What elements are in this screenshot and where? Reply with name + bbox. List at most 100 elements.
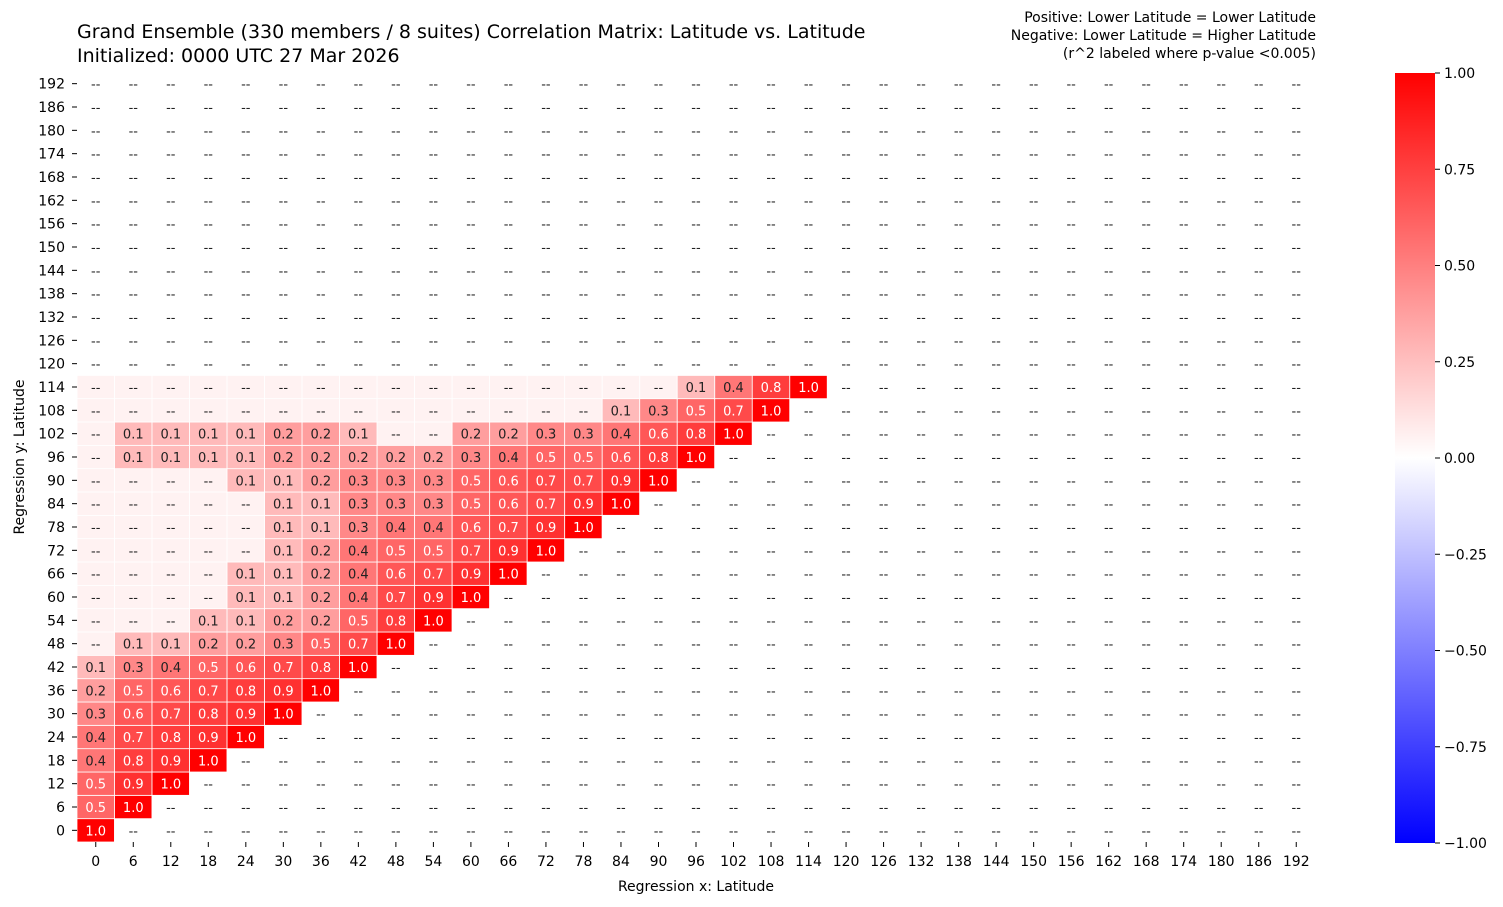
y-tick-label: 174 [38, 147, 65, 163]
cell-label: 0.5 [423, 544, 444, 559]
cell-label: -- [916, 544, 926, 559]
cell-label: 0.1 [235, 451, 256, 466]
cell-label: -- [841, 218, 851, 233]
cell-label: 0.8 [686, 428, 707, 443]
cell-label: -- [354, 381, 364, 396]
cell-label: -- [841, 614, 851, 629]
cell-label: -- [1217, 358, 1227, 373]
cell-label: -- [1254, 78, 1264, 93]
cell-label: -- [766, 661, 776, 676]
cell-label: -- [1029, 661, 1039, 676]
cell-label: -- [1292, 264, 1302, 279]
cell-label: -- [391, 381, 401, 396]
colorbar-tick-label: 0.75 [1444, 162, 1475, 178]
cell-label: 0.2 [273, 428, 294, 443]
cell-label: -- [616, 288, 626, 303]
cell-label: -- [916, 708, 926, 723]
cell-label: -- [916, 754, 926, 769]
chart-title-line1: Grand Ensemble (330 members / 8 suites) … [77, 21, 866, 43]
cell-label: -- [279, 731, 289, 746]
cell-label: 0.2 [198, 638, 219, 653]
cell-label: 0.3 [348, 498, 369, 513]
cell-label: -- [1179, 311, 1189, 326]
cell-label: -- [391, 731, 401, 746]
x-tick-label: 0 [91, 854, 100, 870]
cell-label: -- [1029, 241, 1039, 256]
cell-label: -- [841, 801, 851, 816]
cell-label: 0.6 [123, 708, 144, 723]
cell-label: -- [879, 638, 889, 653]
cell-label: -- [1292, 731, 1302, 746]
cell-label: -- [691, 288, 701, 303]
cell-label: -- [1179, 824, 1189, 839]
cell-label: -- [841, 288, 851, 303]
cell-label: 0.8 [648, 451, 669, 466]
cell-label: -- [804, 148, 814, 163]
cell-label: -- [804, 101, 814, 116]
colorbar-tick-label: −0.50 [1444, 644, 1487, 660]
cell-label: -- [691, 101, 701, 116]
cell-label: -- [1179, 451, 1189, 466]
cell-label: -- [504, 661, 514, 676]
cell-label: 1.0 [498, 568, 519, 583]
cell-label: -- [654, 334, 664, 349]
cell-label: 1.0 [348, 661, 369, 676]
cell-label: -- [1254, 311, 1264, 326]
cell-label: -- [954, 801, 964, 816]
cell-label: -- [691, 801, 701, 816]
cell-label: -- [204, 568, 214, 583]
cell-label: -- [354, 404, 364, 419]
cell-label: -- [241, 101, 251, 116]
cell-label: -- [579, 754, 589, 769]
y-tick-label: 186 [38, 100, 65, 116]
x-tick-label: 48 [387, 854, 405, 870]
cell-label: -- [991, 731, 1001, 746]
cell-label: -- [1217, 521, 1227, 536]
cell-label: 0.8 [311, 661, 332, 676]
cell-label: -- [1179, 521, 1189, 536]
cell-label: -- [1217, 801, 1227, 816]
cell-label: -- [279, 381, 289, 396]
y-tick-label: 66 [47, 567, 65, 583]
cell-label: -- [654, 684, 664, 699]
cell-label: 0.5 [573, 451, 594, 466]
cell-label: -- [991, 428, 1001, 443]
cell-label: -- [804, 661, 814, 676]
cell-label: -- [204, 101, 214, 116]
cell-label: -- [1066, 638, 1076, 653]
chart-title: Grand Ensemble (330 members / 8 suites) … [77, 20, 865, 68]
cell-label: -- [991, 801, 1001, 816]
cell-label: -- [1217, 101, 1227, 116]
cell-label: -- [166, 474, 176, 489]
cell-label: -- [991, 661, 1001, 676]
cell-label: -- [1254, 684, 1264, 699]
cell-label: -- [541, 708, 551, 723]
cell-label: -- [579, 568, 589, 583]
cell-label: -- [1066, 311, 1076, 326]
cell-label: -- [1104, 544, 1114, 559]
cell-label: -- [429, 124, 439, 139]
cell-label: -- [1029, 334, 1039, 349]
cell-label: 1.0 [273, 708, 294, 723]
cell-label: 1.0 [761, 404, 782, 419]
cell-label: -- [91, 264, 101, 279]
cell-label: -- [804, 241, 814, 256]
cell-label: 0.7 [536, 474, 557, 489]
cell-label: -- [916, 148, 926, 163]
cell-label: -- [354, 824, 364, 839]
cell-label: -- [879, 78, 889, 93]
cell-label: 0.1 [273, 498, 294, 513]
cell-label: -- [466, 824, 476, 839]
cell-label: -- [1104, 218, 1114, 233]
cell-label: -- [691, 661, 701, 676]
cell-label: -- [916, 194, 926, 209]
cell-label: -- [1029, 311, 1039, 326]
cell-label: -- [766, 78, 776, 93]
cell-label: -- [1292, 358, 1302, 373]
cell-label: -- [804, 801, 814, 816]
cell-label: -- [279, 801, 289, 816]
cell-label: -- [504, 171, 514, 186]
cell-label: -- [954, 148, 964, 163]
cell-label: -- [429, 824, 439, 839]
cell-label: -- [654, 264, 664, 279]
